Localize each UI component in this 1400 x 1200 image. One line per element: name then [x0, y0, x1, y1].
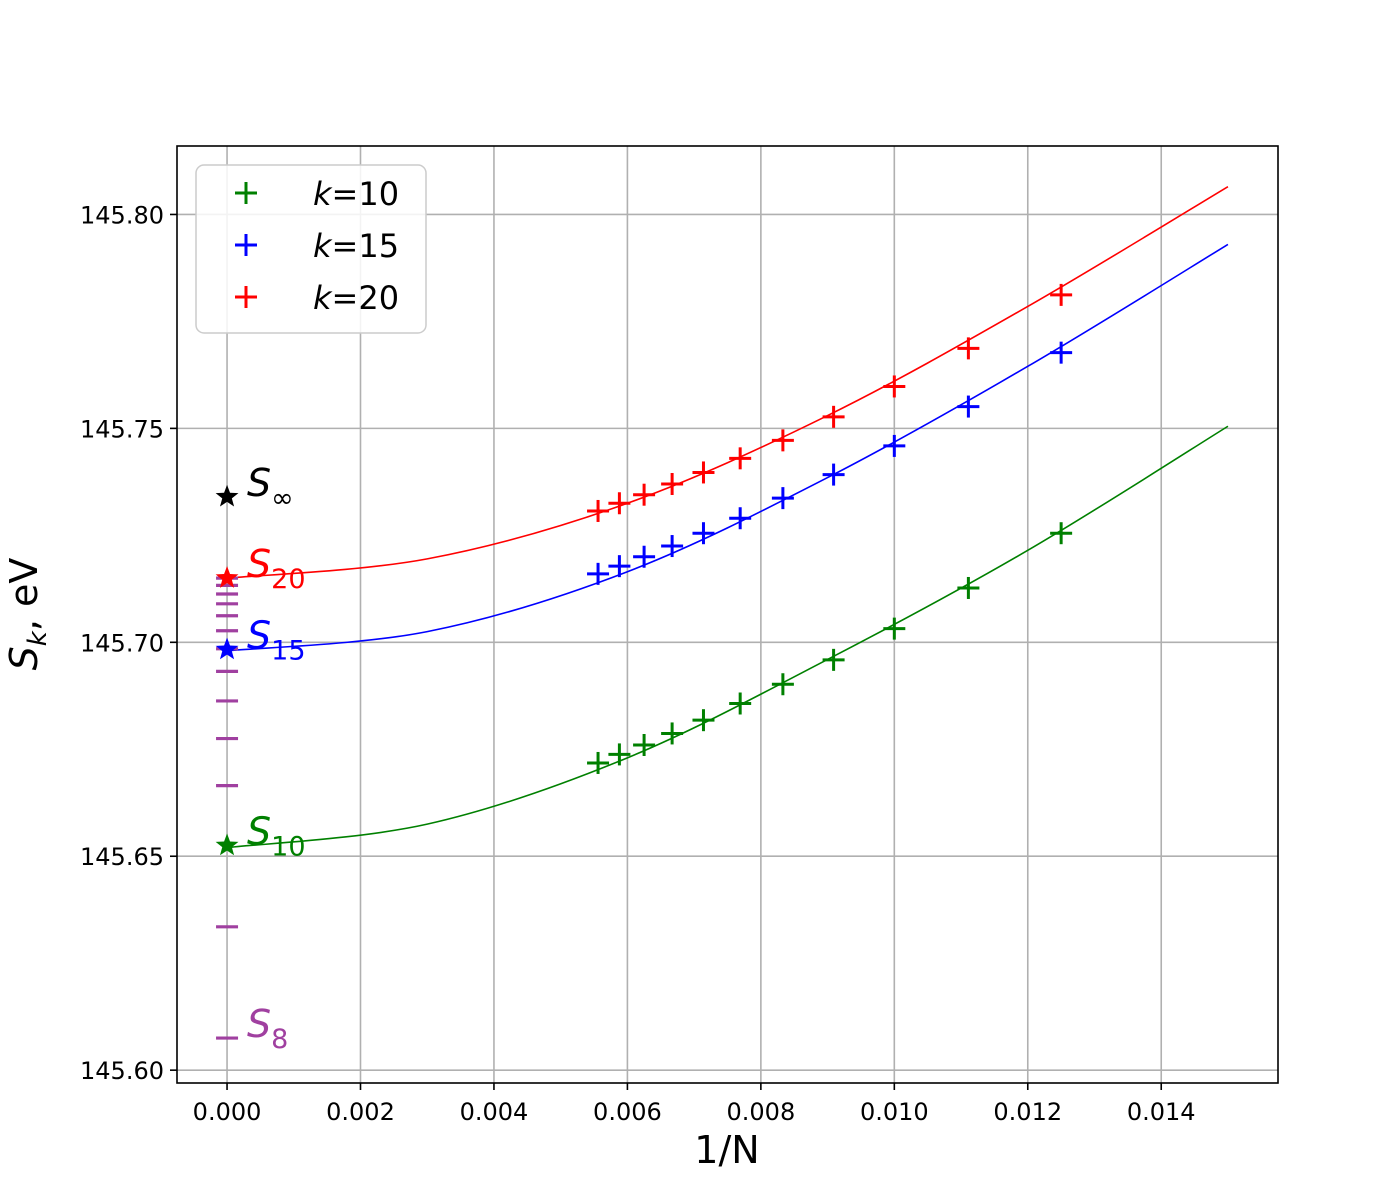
y-tick-label: 145.65: [80, 843, 164, 871]
data-point: [771, 487, 794, 510]
x-tick-label: 0.004: [460, 1098, 529, 1126]
legend: k=10k=15k=20: [195, 164, 427, 334]
annotation-label: S20: [247, 542, 305, 595]
annotation-label-sub: 15: [271, 636, 305, 667]
legend-label: k=15: [313, 227, 399, 265]
annotation-label: S∞: [247, 461, 294, 514]
legend-label-k: k: [313, 227, 333, 265]
data-point: [692, 522, 715, 545]
data-point: [633, 733, 656, 756]
data-point: [822, 405, 845, 428]
data-point: [771, 673, 794, 696]
annotation-label-main: S: [247, 614, 271, 658]
legend-item: k=10: [235, 175, 399, 213]
legend-label-value: =10: [332, 175, 400, 213]
data-point: [661, 535, 684, 558]
x-tick-label: 0.008: [727, 1098, 796, 1126]
y-title-sub: k: [23, 630, 53, 646]
legend-label-value: =15: [332, 227, 400, 265]
annotation-label-sub: ∞: [271, 483, 294, 514]
x-tick-label: 0.010: [860, 1098, 929, 1126]
y-tick-label: 145.70: [80, 629, 164, 657]
data-point: [587, 499, 610, 522]
legend-item: k=20: [235, 279, 399, 317]
y-tick-label: 145.60: [80, 1057, 164, 1085]
legend-label-value: =20: [332, 279, 400, 317]
legend-item: k=15: [235, 227, 399, 265]
data-point: [587, 562, 610, 585]
annotation-label-main: S: [247, 1002, 271, 1046]
data-point: [692, 709, 715, 732]
data-point: [661, 722, 684, 745]
data-point: [883, 617, 906, 640]
data-point: [633, 483, 656, 506]
data-point: [608, 743, 631, 766]
grid: [177, 146, 1278, 1083]
annotation-label-sub: 10: [271, 832, 305, 863]
data-point: [957, 576, 980, 599]
data-point: [608, 555, 631, 578]
star-marker: [215, 484, 239, 507]
x-axis: 0.000 0.002 0.004 0.006 0.008 0.010 0.012 0.014: [193, 1083, 1196, 1126]
legend-label: k=10: [313, 175, 399, 213]
y-axis: 145.60 145.65 145.70 145.75 145.80: [80, 201, 177, 1085]
data-point: [957, 395, 980, 418]
annotation-label-main: S: [247, 810, 271, 854]
legend-box: [195, 164, 427, 334]
x-tick-label: 0.012: [993, 1098, 1062, 1126]
x-tick-label: 0.006: [593, 1098, 662, 1126]
legend-label: k=20: [313, 279, 399, 317]
annotation-label: S8: [247, 1002, 288, 1055]
data-point: [729, 507, 752, 530]
data-point: [822, 648, 845, 671]
plot-frame: [176, 145, 1279, 1084]
data-point: [692, 461, 715, 484]
x-tick-label: 0.000: [193, 1098, 262, 1126]
data-point: [729, 692, 752, 715]
legend-label-k: k: [313, 175, 333, 213]
data-point: [608, 492, 631, 515]
y-tick-label: 145.75: [80, 415, 164, 443]
data-point: [1050, 283, 1073, 306]
data-point: [883, 434, 906, 457]
data-point: [822, 463, 845, 486]
data-point: [661, 473, 684, 496]
star-marker: [215, 637, 239, 660]
y-axis-title: Sk, eV: [2, 558, 53, 671]
data-point: [771, 429, 794, 452]
data-points: [587, 283, 1073, 774]
star-marker: [215, 833, 239, 856]
data-point: [1050, 522, 1073, 545]
y-title-main: S: [2, 646, 46, 670]
dash-markers: [216, 576, 239, 1040]
annotation-label: S10: [247, 810, 305, 863]
data-point: [633, 545, 656, 568]
legend-label-k: k: [313, 279, 333, 317]
y-title-rest: , eV: [2, 558, 46, 632]
x-axis-title: 1/N: [694, 1128, 759, 1172]
star-marker: [215, 566, 239, 588]
data-point: [957, 337, 980, 360]
x-tick-label: 0.014: [1127, 1098, 1196, 1126]
x-tick-label: 0.002: [326, 1098, 395, 1126]
annotation-label-sub: 20: [271, 564, 305, 595]
data-point: [883, 375, 906, 398]
data-point: [729, 447, 752, 470]
extrapolated-markers: [215, 484, 239, 856]
annotation-label: S15: [247, 614, 305, 667]
annotation-label-sub: 8: [271, 1024, 288, 1055]
data-point: [587, 751, 610, 774]
data-point: [1050, 341, 1073, 364]
y-tick-label: 145.80: [80, 201, 164, 229]
annotation-label-main: S: [247, 542, 271, 586]
annotation-label-main: S: [247, 461, 271, 505]
